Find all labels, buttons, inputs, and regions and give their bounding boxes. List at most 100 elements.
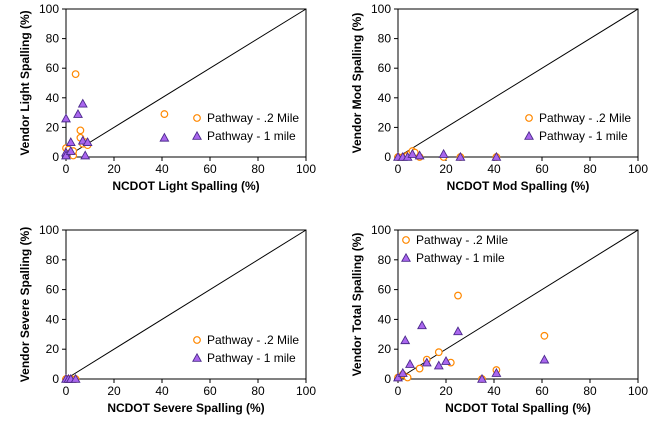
plot-frame (397, 8, 639, 158)
x-tick-label: 80 (583, 162, 597, 176)
data-point-triangle (407, 148, 418, 158)
y-tick-label: 0 (52, 150, 59, 164)
x-axis-label: NCDOT Total Spalling (%) (445, 401, 591, 415)
legend-label: Pathway - .2 Mile (207, 333, 299, 347)
data-point-triangle (414, 150, 425, 160)
legend-marker-circle (525, 114, 533, 122)
y-axis-label: Vendor Total Spalling (%) (350, 233, 364, 377)
chart-panel-1: 0 20 40 60 80 100 0 20 40 60 80 100 NCDOT Light Spal… (18, 2, 316, 193)
data-point-circle (434, 348, 443, 357)
x-tick-label: 60 (535, 384, 549, 398)
data-point-triangle (438, 148, 449, 158)
data-point-triangle (159, 132, 170, 142)
x-tick-label: 20 (439, 162, 453, 176)
y-tick-label: 100 (39, 2, 59, 16)
x-tick-label: 100 (628, 384, 648, 398)
series-triangle (393, 148, 502, 161)
y-tick-label: 20 (46, 120, 60, 134)
data-point-triangle (70, 373, 81, 383)
data-point-triangle (491, 367, 502, 377)
x-tick-label: 60 (203, 384, 217, 398)
data-point-triangle (73, 108, 83, 118)
data-point-triangle (397, 367, 408, 377)
legend-marker-circle (402, 236, 410, 244)
x-tick-label: 40 (487, 162, 501, 176)
y-tick-label: 100 (371, 223, 391, 237)
legend-label: Pathway - 1 mile (416, 251, 505, 265)
data-point-triangle (491, 151, 502, 161)
data-point-circle (415, 364, 424, 373)
data-point-triangle (405, 358, 415, 368)
data-point-triangle (393, 372, 403, 382)
legend-label: Pathway - 1 mile (539, 129, 628, 143)
data-point-triangle (441, 355, 451, 365)
y-axis-label: Vendor Mod Spalling (%) (350, 13, 364, 154)
y-tick-label: 0 (52, 372, 59, 386)
data-point-triangle (417, 320, 427, 330)
legend-label: Pathway - 1 mile (207, 129, 296, 143)
x-tick-label: 0 (395, 162, 402, 176)
x-tick-label: 20 (107, 384, 121, 398)
data-point-triangle (539, 354, 550, 364)
y-tick-label: 0 (384, 372, 391, 386)
data-point-triangle (77, 98, 88, 108)
legend-label: Pathway - .2 Mile (416, 233, 508, 247)
x-axis-label: NCDOT Severe Spalling (%) (107, 401, 264, 415)
data-point-triangle (65, 145, 76, 155)
y-tick-label: 80 (46, 253, 60, 267)
data-point-triangle (82, 137, 93, 147)
y-tick-label: 100 (371, 2, 391, 16)
series-triangle (61, 98, 170, 160)
x-tick-label: 80 (251, 384, 265, 398)
y-tick-label: 20 (378, 120, 392, 134)
x-tick-label: 80 (251, 162, 265, 176)
plot-frame (397, 229, 639, 380)
legend: Pathway - .2 Mile Pathway - 1 mile (192, 333, 299, 365)
x-tick-label: 20 (107, 162, 121, 176)
x-tick-label: 60 (535, 162, 549, 176)
x-tick-label: 100 (296, 384, 316, 398)
data-point-triangle (433, 360, 444, 370)
y-axis-label: Vendor Light Spalling (%) (18, 10, 32, 155)
series-triangle (393, 320, 550, 383)
data-point-circle (454, 291, 462, 300)
data-point-triangle (400, 335, 411, 345)
reference-line (65, 229, 307, 380)
y-tick-label: 40 (46, 312, 60, 326)
y-tick-label: 80 (46, 32, 60, 46)
chart-panel-3: 0 20 40 60 80 100 0 20 40 60 80 100 NCDOT Severe Spa… (18, 223, 316, 415)
legend-label: Pathway - 1 mile (207, 351, 296, 365)
series-circle (394, 291, 549, 383)
y-tick-label: 20 (378, 342, 392, 356)
legend-marker-triangle (192, 130, 202, 140)
legend: Pathway - .2 Mile Pathway - 1 mile (524, 111, 631, 143)
data-point-circle (71, 70, 80, 79)
x-axis-label: NCDOT Light Spalling (%) (112, 179, 259, 193)
y-tick-label: 60 (378, 283, 392, 297)
legend: Pathway - .2 Mile Pathway - 1 mile (401, 233, 508, 265)
y-tick-label: 80 (378, 32, 392, 46)
x-tick-label: 40 (487, 384, 501, 398)
chart-panel-2: 0 20 40 60 80 100 0 20 40 60 80 100 NCDOT Mod Spalli… (350, 2, 648, 193)
data-point-circle (540, 331, 549, 340)
x-axis-label: NCDOT Mod Spalling (%) (447, 179, 590, 193)
series-triangle (61, 373, 81, 383)
chart-panel-4: 0 20 40 60 80 100 0 20 40 60 80 100 NCDOT Total Spal… (350, 223, 648, 415)
x-tick-label: 100 (628, 162, 648, 176)
y-axis-label: Vendor Severe Spalling (%) (18, 227, 32, 382)
data-point-triangle (65, 137, 76, 147)
y-tick-label: 80 (378, 253, 392, 267)
reference-line (65, 8, 307, 158)
y-tick-label: 60 (46, 283, 60, 297)
legend-marker-triangle (524, 130, 534, 140)
data-point-circle (160, 110, 169, 118)
x-tick-label: 0 (395, 384, 402, 398)
y-tick-label: 0 (384, 150, 391, 164)
x-tick-label: 40 (155, 384, 169, 398)
x-tick-label: 20 (439, 384, 453, 398)
legend-label: Pathway - .2 Mile (207, 111, 299, 125)
legend-marker-circle (193, 336, 201, 344)
legend-label: Pathway - .2 Mile (539, 111, 631, 125)
y-tick-label: 40 (378, 91, 392, 105)
x-tick-label: 40 (155, 162, 169, 176)
